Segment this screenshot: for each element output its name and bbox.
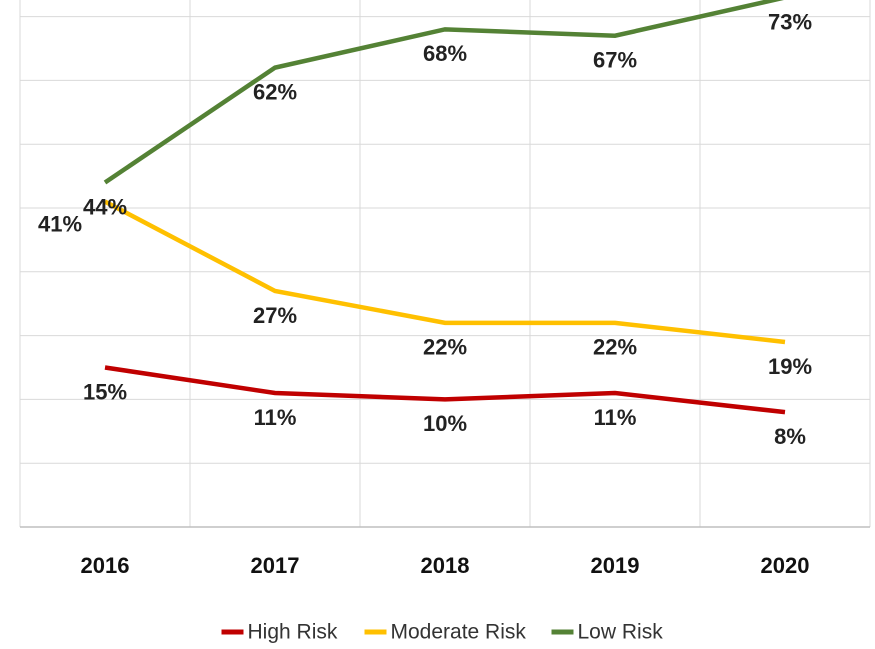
- data-label: 15%: [83, 379, 127, 404]
- data-label: 10%: [423, 411, 467, 436]
- legend-label: Low Risk: [578, 621, 664, 644]
- data-label: 62%: [253, 79, 297, 104]
- legend-label: Moderate Risk: [391, 621, 527, 644]
- x-tick-label: 2016: [81, 553, 130, 578]
- data-label: 19%: [768, 354, 812, 379]
- x-tick-label: 2017: [251, 553, 300, 578]
- data-label: 11%: [254, 405, 297, 430]
- data-label: 73%: [768, 9, 812, 34]
- series-line: [103, 199, 786, 345]
- data-label: 27%: [253, 303, 297, 328]
- data-label: 22%: [593, 335, 637, 360]
- data-label: 68%: [423, 41, 467, 66]
- data-label: 8%: [774, 424, 806, 449]
- data-label: 44%: [83, 194, 127, 219]
- x-tick-label: 2018: [421, 553, 470, 578]
- x-tick-label: 2019: [591, 553, 640, 578]
- legend-label: High Risk: [248, 621, 338, 644]
- series-line: [103, 0, 784, 185]
- x-tick-label: 2020: [761, 553, 810, 578]
- data-label: 41%: [38, 211, 82, 236]
- data-label: 11%: [594, 405, 637, 430]
- series-line: [104, 365, 786, 415]
- data-label: 22%: [423, 335, 467, 360]
- data-label: 67%: [593, 48, 637, 73]
